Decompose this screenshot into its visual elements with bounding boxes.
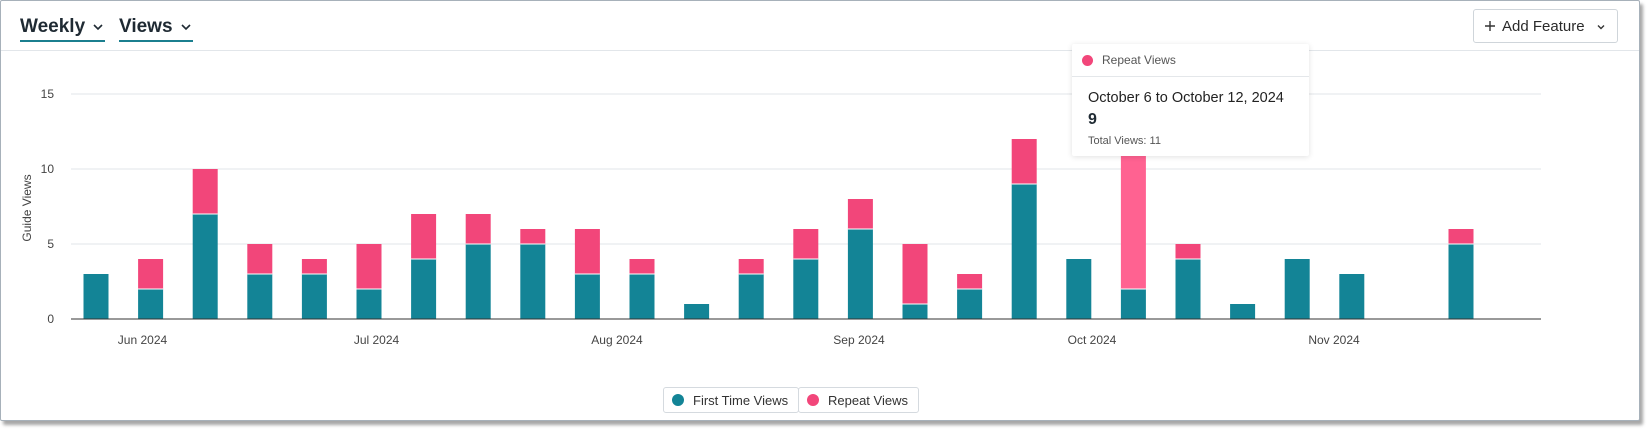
bar-repeat-views[interactable]	[574, 229, 600, 274]
x-axis-ticks: Jun 2024 Jul 2024 Aug 2024 Sep 2024 Oct 2024…	[118, 333, 1360, 347]
legend-swatch-first-time	[672, 394, 684, 406]
plus-icon	[1485, 21, 1495, 31]
y-axis-label: Guide Views	[20, 174, 34, 241]
bar-first-time-views[interactable]	[465, 244, 491, 319]
bar-first-time-views[interactable]	[1284, 259, 1310, 319]
bar-first-time-views[interactable]	[957, 289, 983, 319]
bar-repeat-views[interactable]	[629, 259, 655, 274]
bar-repeat-views[interactable]	[1448, 229, 1474, 244]
bar-repeat-views[interactable]	[1120, 154, 1146, 289]
legend-item-first-time-views[interactable]: First Time Views	[663, 387, 800, 413]
bar-first-time-views[interactable]	[684, 304, 710, 319]
bars	[83, 139, 1474, 319]
chart-panel: Weekly Views Add Feature 0 5 10 15 Guide Vi…	[0, 0, 1640, 421]
stacked-bar-chart: 0 5 10 15 Guide Views Jun 2024 Jul 2024 Aug 2…	[20, 87, 1541, 347]
bar-first-time-views[interactable]	[192, 214, 218, 319]
bar-repeat-views[interactable]	[465, 214, 491, 244]
bar-repeat-views[interactable]	[793, 229, 819, 259]
bar-first-time-views[interactable]	[1175, 259, 1201, 319]
metric-dropdown-label: Views	[119, 16, 173, 37]
bar-first-time-views[interactable]	[520, 244, 546, 319]
y-tick-label: 10	[41, 162, 55, 176]
x-tick-label: Aug 2024	[591, 333, 643, 347]
bar-first-time-views[interactable]	[1448, 244, 1474, 319]
bar-first-time-views[interactable]	[574, 274, 600, 319]
legend-item-repeat-views[interactable]: Repeat Views	[798, 387, 919, 413]
bar-first-time-views[interactable]	[793, 259, 819, 319]
y-axis-ticks: 0 5 10 15	[41, 87, 55, 326]
tooltip-series-name: Repeat Views	[1102, 53, 1176, 67]
add-feature-label: Add Feature	[1502, 17, 1585, 35]
bar-tooltip: Repeat Views October 6 to October 12, 20…	[1072, 44, 1309, 156]
bar-first-time-views[interactable]	[247, 274, 273, 319]
bar-first-time-views[interactable]	[356, 289, 382, 319]
bar-repeat-views[interactable]	[301, 259, 327, 274]
tooltip-total: Total Views: 11	[1088, 135, 1161, 147]
tooltip-header: Repeat Views	[1072, 44, 1309, 77]
y-tick-label: 15	[41, 87, 55, 101]
bar-repeat-views[interactable]	[247, 244, 273, 274]
bar-repeat-views[interactable]	[1011, 139, 1037, 184]
bar-first-time-views[interactable]	[1011, 184, 1037, 319]
bar-first-time-views[interactable]	[1120, 289, 1146, 319]
bar-first-time-views[interactable]	[902, 304, 928, 319]
bar-repeat-views[interactable]	[520, 229, 546, 244]
add-feature-button[interactable]: Add Feature	[1473, 9, 1618, 43]
metric-dropdown[interactable]: Views	[119, 15, 193, 42]
x-tick-label: Oct 2024	[1068, 333, 1117, 347]
bar-first-time-views[interactable]	[847, 229, 873, 319]
bar-first-time-views[interactable]	[738, 274, 764, 319]
grid-lines	[71, 93, 1541, 245]
bar-first-time-views[interactable]	[301, 274, 327, 319]
x-tick-label: Jun 2024	[118, 333, 168, 347]
bar-first-time-views[interactable]	[629, 274, 655, 319]
x-tick-label: Jul 2024	[354, 333, 400, 347]
bar-repeat-views[interactable]	[356, 244, 382, 289]
chart-header: Weekly Views Add Feature	[1, 1, 1639, 51]
x-tick-label: Nov 2024	[1308, 333, 1360, 347]
bar-repeat-views[interactable]	[411, 214, 437, 259]
period-dropdown-label: Weekly	[20, 16, 86, 37]
bar-repeat-views[interactable]	[192, 169, 218, 214]
y-tick-label: 0	[47, 312, 54, 326]
bar-repeat-views[interactable]	[847, 199, 873, 229]
chevron-down-icon	[93, 24, 103, 31]
legend-label-first-time: First Time Views	[693, 392, 789, 408]
period-dropdown[interactable]: Weekly	[20, 15, 106, 42]
tooltip-value: 9	[1088, 111, 1097, 128]
bar-first-time-views[interactable]	[1066, 259, 1092, 319]
chevron-down-icon	[180, 24, 191, 31]
bar-repeat-views[interactable]	[902, 244, 928, 304]
bar-repeat-views[interactable]	[138, 259, 164, 289]
bar-first-time-views[interactable]	[1230, 304, 1256, 319]
bar-first-time-views[interactable]	[83, 274, 109, 319]
tooltip-date-range: October 6 to October 12, 2024	[1088, 90, 1284, 106]
legend-swatch-repeat	[807, 394, 819, 406]
bar-first-time-views[interactable]	[1339, 274, 1365, 319]
bar-repeat-views[interactable]	[1175, 244, 1201, 259]
bar-repeat-views[interactable]	[957, 274, 983, 289]
x-tick-label: Sep 2024	[833, 333, 885, 347]
bar-first-time-views[interactable]	[411, 259, 437, 319]
y-tick-label: 5	[47, 237, 54, 251]
bar-first-time-views[interactable]	[138, 289, 164, 319]
legend-label-repeat: Repeat Views	[828, 392, 908, 408]
chevron-down-icon	[1597, 25, 1605, 30]
bar-repeat-views[interactable]	[738, 259, 764, 274]
tooltip-series-swatch	[1082, 54, 1093, 66]
